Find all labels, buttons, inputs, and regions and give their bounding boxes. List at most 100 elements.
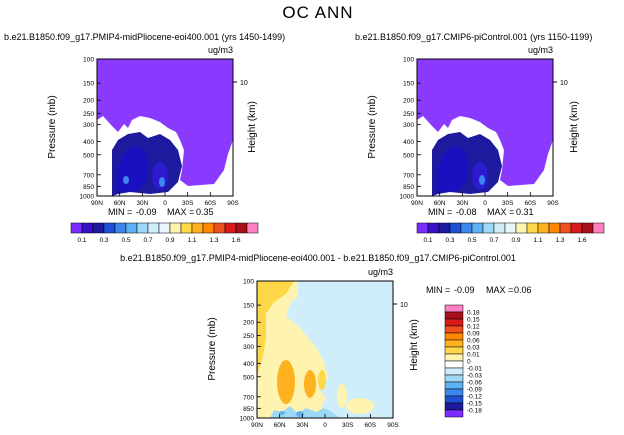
panel-3-min-value: -0.09 <box>454 285 475 295</box>
x-tick-label: 90N <box>251 422 263 429</box>
panel-2-field <box>417 59 553 196</box>
colorbar-swatch <box>444 325 464 334</box>
y-tick-label: 700 <box>83 172 94 179</box>
colorbar-swatch <box>444 367 464 376</box>
colorbar-label: -0.01 <box>467 366 482 373</box>
colorbar-label: 1.1 <box>187 237 196 244</box>
x-tick-label: 90S <box>387 422 399 429</box>
panel-2-min-value: -0.08 <box>456 207 477 217</box>
colorbar-swatch <box>180 222 193 234</box>
colorbar-swatch <box>444 402 464 411</box>
colorbar-label: 1.3 <box>555 237 564 244</box>
colorbar-swatch <box>444 318 464 327</box>
x-tick-label: 30N <box>296 422 308 429</box>
colorbar-label: 0.7 <box>489 237 498 244</box>
x-tick-label: 0 <box>323 422 327 429</box>
panel-2-max-label: MAX = <box>487 207 514 217</box>
colorbar-label: 1.6 <box>231 237 240 244</box>
panel-2-max-value: 0.31 <box>516 207 534 217</box>
colorbar-label: 0.9 <box>165 237 174 244</box>
y-tick-label: 1000 <box>240 416 255 423</box>
colorbar-swatch <box>235 222 248 234</box>
colorbar-swatch <box>493 222 506 234</box>
colorbar-swatch <box>515 222 528 234</box>
panel-3-x-ticks: 90N 60N 30N 0 30S 60S 90S <box>251 414 399 429</box>
panel-3-title: b.e21.B1850.f09_g17.PMIP4-midPliocene-eo… <box>120 253 516 263</box>
panel-3-units: ug/m3 <box>368 267 393 277</box>
colorbar-swatch <box>559 222 572 234</box>
colorbar-label: 0.5 <box>121 237 130 244</box>
colorbar-swatch <box>504 222 517 234</box>
colorbar-swatch <box>444 395 464 404</box>
x-tick-label: 60S <box>525 200 537 207</box>
panel-3-ylabel-right: Height (km) <box>409 319 420 371</box>
panel-2-x-ticks: 90N 60N 30N 0 30S 60S 90S <box>411 192 559 207</box>
colorbar-swatch <box>444 339 464 348</box>
colorbar-label: -0.09 <box>467 387 482 394</box>
panel-3: b.e21.B1850.f09_g17.PMIP4-midPliocene-eo… <box>120 253 531 429</box>
colorbar-swatch <box>444 409 464 418</box>
x-tick-label: 30S <box>182 200 194 207</box>
colorbar-label: 0.5 <box>467 237 476 244</box>
panel-1-ylabel-right: Height (km) <box>247 101 258 153</box>
y-tick-label: 850 <box>403 184 414 191</box>
colorbar-swatch <box>482 222 495 234</box>
colorbar-swatch <box>158 222 171 234</box>
colorbar-label: 0.01 <box>467 352 480 359</box>
y-tick-label: 100 <box>243 279 254 286</box>
x-tick-label: 90S <box>227 200 239 207</box>
colorbar-swatch <box>592 222 605 234</box>
y-tick-label: 400 <box>403 139 414 146</box>
y-tick-label: 200 <box>243 320 254 327</box>
colorbar-swatch <box>438 222 451 234</box>
y-tick-label: 300 <box>83 122 94 129</box>
colorbar-swatch <box>444 374 464 383</box>
y-tick-label: 700 <box>403 172 414 179</box>
panel-1-max-value: 0.35 <box>196 207 214 217</box>
colorbar-swatch <box>416 222 429 234</box>
y-tick-label: 850 <box>243 406 254 413</box>
panel-3-max-label: MAX = <box>486 285 513 295</box>
x-tick-label: 30S <box>502 200 514 207</box>
x-tick-label: 30N <box>136 200 148 207</box>
colorbar-label: 0.7 <box>143 237 152 244</box>
colorbar-swatch <box>224 222 237 234</box>
y-tick-label: 250 <box>243 333 254 340</box>
colorbar-swatch <box>147 222 160 234</box>
x-tick-label: 0 <box>483 200 487 207</box>
y-tick-label: 250 <box>403 111 414 118</box>
colorbar-diff: 0.180.150.120.090.060.030.010-0.01-0.03-… <box>444 304 482 418</box>
colorbar-label: -0.12 <box>467 394 482 401</box>
x-tick-label: 60N <box>114 200 126 207</box>
panel-2-y-ticks: 100 150 200 250 300 400 500 700 850 1000 <box>400 57 421 201</box>
colorbar-label: 0.1 <box>77 237 86 244</box>
colorbar-swatch <box>169 222 182 234</box>
y-tick-label: 150 <box>83 81 94 88</box>
colorbar-swatch <box>191 222 204 234</box>
panel-3-y-ticks: 100 150 200 250 300 400 500 700 850 1000 <box>240 279 261 423</box>
colorbar-swatch <box>103 222 116 234</box>
panel-2-ylabel: Pressure (mb) <box>367 95 378 158</box>
panel-2-ylabel-right: Height (km) <box>569 101 580 153</box>
colorbar-swatch <box>92 222 105 234</box>
panel-1-min-label: MIN = <box>108 207 132 217</box>
y-tick-label: 400 <box>243 361 254 368</box>
colorbar-label: 0.3 <box>445 237 454 244</box>
y-tick-label: 500 <box>243 374 254 381</box>
x-tick-label: 30S <box>342 422 354 429</box>
panel-3-min-label: MIN = <box>426 285 450 295</box>
y-tick-label: 400 <box>83 139 94 146</box>
figure-title: OC ANN <box>282 3 353 22</box>
colorbar-swatch <box>449 222 462 234</box>
x-tick-label: 60N <box>434 200 446 207</box>
panel-1-yright-tick: 10 <box>240 80 248 87</box>
colorbar-swatch <box>136 222 149 234</box>
panel-1-field <box>97 59 233 196</box>
colorbar-label: -0.15 <box>467 401 482 408</box>
x-tick-label: 90N <box>91 200 103 207</box>
y-tick-label: 250 <box>83 111 94 118</box>
y-tick-label: 850 <box>83 184 94 191</box>
colorbar-label: -0.06 <box>467 380 482 387</box>
panel-1-ylabel: Pressure (mb) <box>47 95 58 158</box>
